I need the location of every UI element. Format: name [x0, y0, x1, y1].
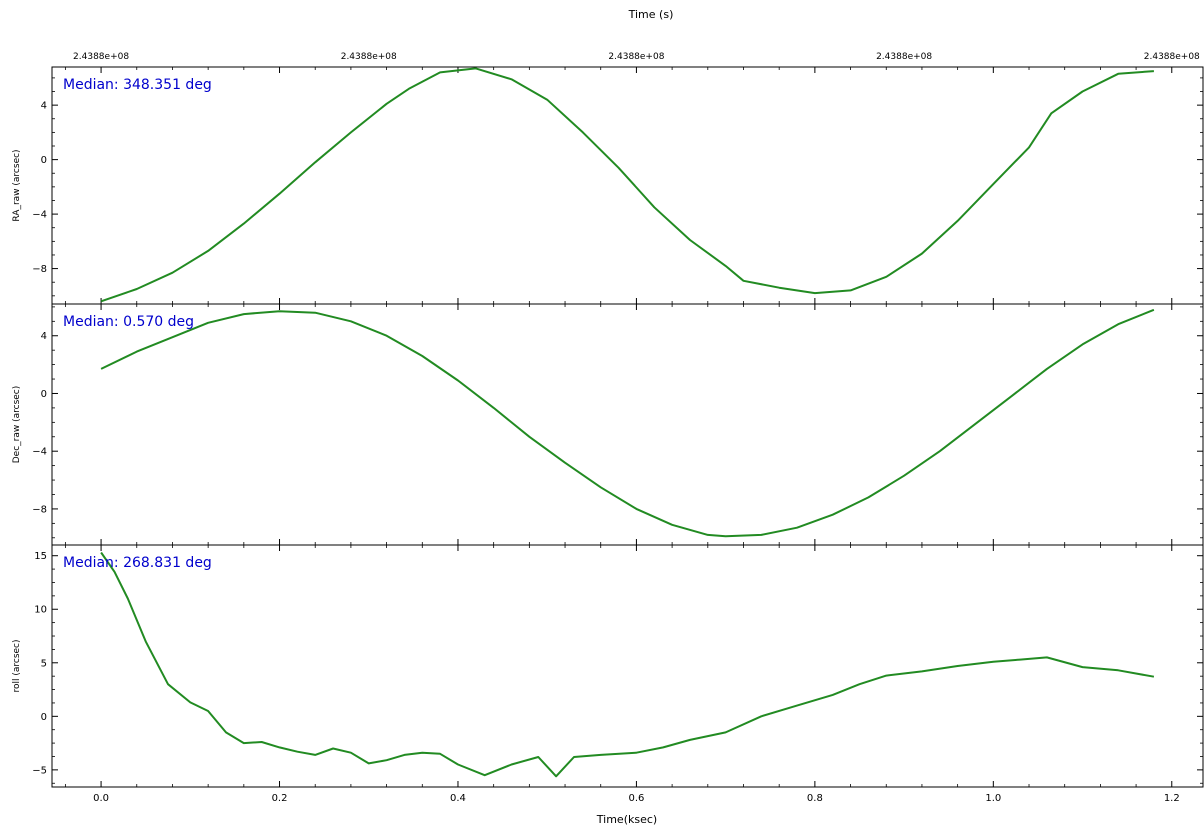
y-tick-label: 4 — [41, 331, 47, 342]
top-x-tick-label: 2.4388e+08 — [1144, 52, 1200, 62]
y-tick-label: 0 — [41, 712, 47, 723]
x-tick-label: 0.6 — [628, 793, 644, 804]
top-x-tick-label: 2.4388e+08 — [341, 52, 397, 62]
median-annotation: Median: 268.831 deg — [63, 555, 212, 571]
panel-frame — [51, 66, 1204, 305]
panel-ra: 4 0 −4 −8 RA_raw (arcsec) Median: 348.351 deg — [12, 66, 1204, 305]
y-axis-label: Dec_raw (arcsec) — [12, 386, 22, 464]
y-tick-label: 4 — [41, 101, 47, 112]
x-axis-title: Time(ksec) — [596, 813, 657, 826]
x-tick-label: 0.4 — [450, 793, 466, 804]
y-axis-label: roll (arcsec) — [12, 639, 22, 692]
x-tick-label: 0.2 — [272, 793, 288, 804]
x-tick-label: 1.0 — [985, 793, 1001, 804]
y-tick-label: −8 — [32, 264, 47, 275]
top-x-tick-label: 2.4388e+08 — [876, 52, 932, 62]
y-tick-label: −4 — [32, 447, 47, 458]
y-tick-label: 0 — [41, 389, 47, 400]
top-x-tick-label: 2.4388e+08 — [608, 52, 664, 62]
y-tick-label: 5 — [41, 658, 47, 669]
series-line-ra — [100, 67, 1154, 303]
median-annotation: Median: 0.570 deg — [63, 314, 194, 330]
x-tick-label: 0.8 — [807, 793, 823, 804]
panel-roll: 15 10 5 0 −5 roll (arcsec) Median: 268.831 deg — [12, 544, 1204, 788]
y-tick-label: 0 — [41, 155, 47, 166]
series-line-dec — [100, 308, 1155, 538]
x-tick-label: 1.2 — [1164, 793, 1180, 804]
y-tick-label: −5 — [32, 765, 47, 776]
y-tick-label: −8 — [32, 504, 47, 515]
panels: 4 0 −4 −8 RA_raw (arcsec) Median: 348.351 deg… — [12, 52, 1204, 804]
panel-frame — [51, 544, 1204, 788]
median-annotation: Median: 348.351 deg — [63, 77, 212, 93]
y-tick-label: 10 — [34, 605, 47, 616]
panel-frame — [51, 303, 1204, 546]
y-tick-label: 15 — [34, 551, 47, 562]
top-x-tick-label: 2.4388e+08 — [73, 52, 129, 62]
y-axis-label: RA_raw (arcsec) — [12, 149, 22, 221]
x-tick-label: 0.0 — [93, 793, 109, 804]
series-line-roll — [100, 551, 1155, 778]
top-axis-title: Time (s) — [628, 8, 674, 21]
y-tick-label: −4 — [32, 210, 47, 221]
panel-dec: 4 0 −4 −8 Dec_raw (arcsec) Median: 0.570 deg — [12, 303, 1204, 546]
